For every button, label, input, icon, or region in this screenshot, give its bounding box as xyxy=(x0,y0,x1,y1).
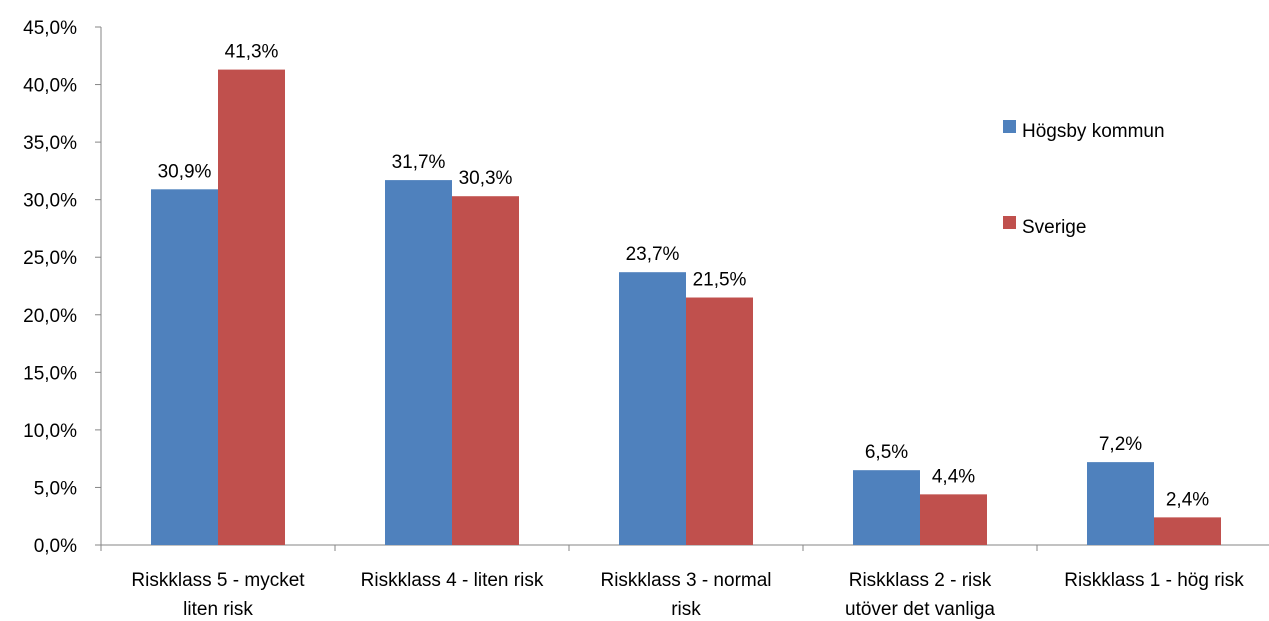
x-category-label: Riskklass 2 - risk xyxy=(849,570,992,591)
bar xyxy=(218,69,285,545)
bar xyxy=(385,180,452,545)
legend-label: Sverige xyxy=(1022,217,1086,238)
bar xyxy=(151,189,218,545)
x-category-label: Riskklass 4 - liten risk xyxy=(361,570,544,591)
bar xyxy=(1154,517,1221,545)
legend-swatch xyxy=(1003,216,1016,229)
x-category-label: liten risk xyxy=(183,599,253,620)
data-labels: 30,9% 31,7% 23,7% 6,5% 7,2% 41,3% 30,3% 21,5% 4,… xyxy=(158,42,1210,511)
legend-swatch xyxy=(1003,120,1016,133)
data-label: 41,3% xyxy=(225,42,279,63)
data-label: 7,2% xyxy=(1099,434,1142,455)
y-tick-label: 20,0% xyxy=(23,306,77,327)
bar xyxy=(452,196,519,546)
bar xyxy=(1087,462,1154,545)
data-label: 21,5% xyxy=(693,270,747,291)
data-label: 4,4% xyxy=(932,466,975,487)
x-category-label: Riskklass 5 - mycket xyxy=(131,570,305,591)
y-tick-label: 35,0% xyxy=(23,133,77,154)
data-label: 23,7% xyxy=(626,244,680,265)
y-tick-label: 0,0% xyxy=(34,536,77,557)
x-category-label: utöver det vanliga xyxy=(845,599,995,620)
y-axis: 0,0% 5,0% 10,0% 15,0% 20,0% 25,0% 30,0% 35,0% 40… xyxy=(23,18,102,557)
y-tick-label: 10,0% xyxy=(23,421,77,442)
y-tick-label: 5,0% xyxy=(34,478,77,499)
x-category-label: Riskklass 1 - hög risk xyxy=(1064,570,1244,591)
bar xyxy=(619,272,686,545)
y-tick-label: 15,0% xyxy=(23,363,77,384)
y-tick-label: 30,0% xyxy=(23,191,77,212)
legend: Högsby kommun Sverige xyxy=(1003,120,1165,238)
bar xyxy=(853,470,920,545)
x-category-label: Riskklass 3 - normal xyxy=(600,570,771,591)
data-label: 31,7% xyxy=(392,152,446,173)
y-tick-label: 25,0% xyxy=(23,248,77,269)
x-axis: Riskklass 5 - mycket liten risk Riskklass … xyxy=(100,544,1269,620)
data-label: 30,9% xyxy=(158,161,212,182)
bars xyxy=(151,69,1221,546)
bar xyxy=(686,297,753,545)
data-label: 2,4% xyxy=(1166,489,1209,510)
y-tick-label: 45,0% xyxy=(23,18,77,39)
legend-label: Högsby kommun xyxy=(1022,121,1165,142)
data-label: 6,5% xyxy=(865,442,908,463)
bar xyxy=(920,494,987,545)
data-label: 30,3% xyxy=(459,168,513,189)
y-tick-label: 40,0% xyxy=(23,76,77,97)
x-category-label: risk xyxy=(671,599,701,620)
